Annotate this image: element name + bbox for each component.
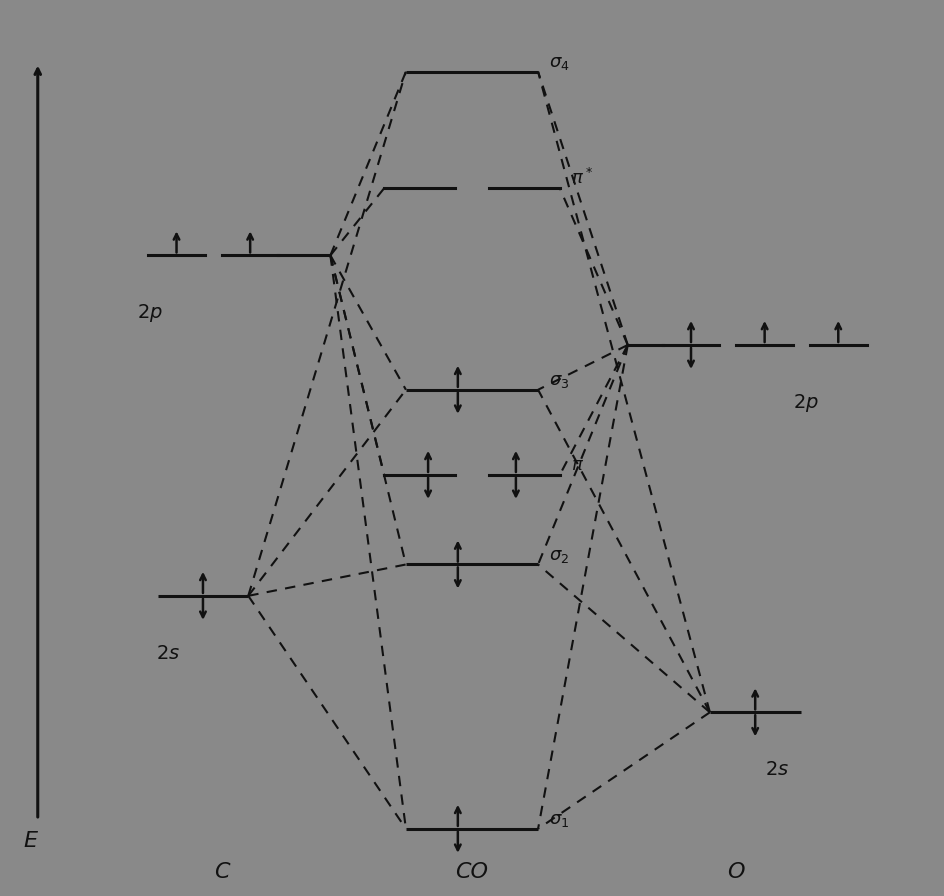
Text: $\sigma_1$: $\sigma_1$ (549, 811, 569, 830)
Text: C: C (214, 862, 229, 882)
Text: $\pi^*$: $\pi^*$ (571, 168, 593, 187)
Text: O: O (728, 862, 745, 882)
Text: CO: CO (456, 862, 488, 882)
Text: $E$: $E$ (24, 831, 39, 850)
Text: $\sigma_4$: $\sigma_4$ (549, 54, 570, 73)
Text: $\sigma_2$: $\sigma_2$ (549, 547, 569, 565)
Text: $2s$: $2s$ (156, 643, 180, 662)
Text: $2p$: $2p$ (793, 392, 818, 414)
Text: $2s$: $2s$ (765, 760, 789, 779)
Text: $2p$: $2p$ (137, 302, 162, 324)
Text: $\sigma_3$: $\sigma_3$ (549, 372, 570, 391)
Text: $\pi$: $\pi$ (571, 456, 584, 474)
